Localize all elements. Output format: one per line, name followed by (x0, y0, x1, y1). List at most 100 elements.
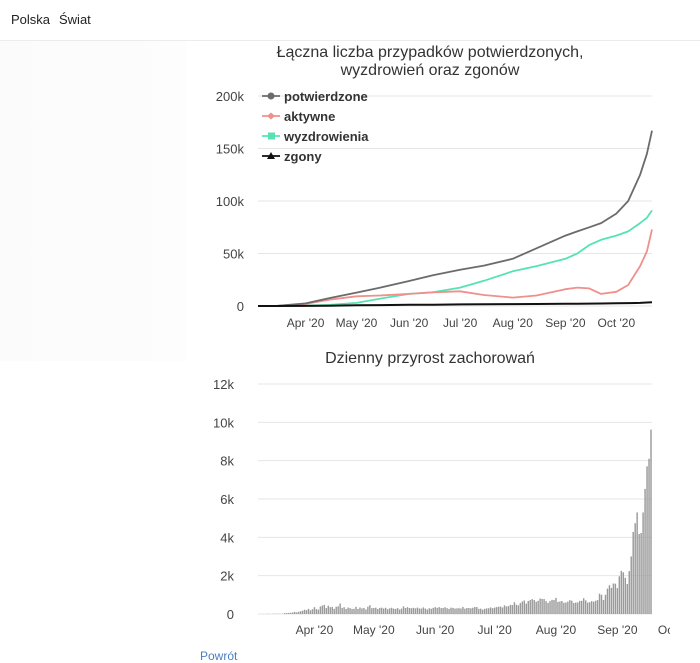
bar (361, 608, 362, 614)
bar (389, 608, 390, 614)
bar (345, 609, 346, 614)
bar (472, 608, 473, 614)
bar (619, 576, 620, 614)
bar (308, 609, 309, 614)
bar (522, 602, 523, 615)
bar (403, 606, 404, 614)
chart-title: Dzienny przyrost zachorowań (325, 350, 535, 367)
bar (341, 608, 342, 614)
bar (508, 606, 509, 614)
bar (625, 578, 626, 614)
y-tick-label: 200k (216, 89, 245, 104)
bar (474, 607, 475, 614)
bar (609, 585, 610, 614)
bar (494, 608, 495, 614)
bar (353, 609, 354, 614)
bar (339, 604, 340, 614)
bar (629, 571, 630, 614)
bar (563, 603, 564, 614)
bar (421, 609, 422, 614)
bar (571, 601, 572, 614)
bar (375, 608, 376, 614)
bar (363, 608, 364, 614)
bar (640, 533, 641, 614)
bar (549, 601, 550, 614)
bar (395, 609, 396, 614)
bar (456, 608, 457, 614)
bar (589, 602, 590, 614)
bar (615, 584, 616, 614)
bar (330, 607, 331, 614)
y-tick-label: 0 (237, 299, 244, 314)
bar (502, 607, 503, 614)
x-tick-label: Jun '20 (390, 316, 429, 330)
bar (498, 607, 499, 614)
y-tick-label: 10k (213, 415, 234, 430)
bar (427, 610, 428, 615)
tab-swiat[interactable]: Świat (59, 12, 91, 27)
bar (466, 608, 467, 614)
x-tick-label: Jul '20 (443, 316, 478, 330)
bar (603, 600, 604, 614)
bar (413, 608, 414, 614)
bar (310, 610, 311, 614)
back-link[interactable]: Powrót (200, 649, 237, 663)
bar (488, 608, 489, 614)
bar (318, 610, 319, 614)
x-tick-label: Aug '20 (493, 316, 534, 330)
bar (597, 600, 598, 614)
bar (288, 613, 289, 614)
y-tick-label: 100k (216, 194, 245, 209)
bar (433, 608, 434, 614)
bar (337, 606, 338, 614)
bar (482, 610, 483, 614)
bar (292, 612, 293, 614)
tab-polska[interactable]: Polska (11, 12, 50, 27)
bar (462, 607, 463, 614)
bar (486, 608, 487, 614)
daily-increase-chart: Dzienny przyrost zachorowań02k4k6k8k10k1… (190, 342, 670, 642)
bar (387, 609, 388, 614)
bar (541, 599, 542, 614)
bar (343, 607, 344, 614)
bar (312, 609, 313, 614)
bar (320, 606, 321, 614)
bar (644, 489, 645, 614)
bar (440, 608, 441, 614)
bar (530, 600, 531, 614)
x-tick-label: Oct '20 (658, 623, 670, 637)
y-tick-label: 8k (220, 454, 234, 469)
bar (573, 603, 574, 614)
x-tick-label: Sep '20 (545, 316, 586, 330)
bar (328, 606, 329, 614)
bar (514, 602, 515, 614)
bar (526, 604, 527, 614)
bar (298, 612, 299, 614)
bar (316, 609, 317, 614)
legend-marker-potwierdzone (268, 93, 275, 100)
bar (322, 606, 323, 614)
bar (561, 601, 562, 614)
bar (391, 608, 392, 614)
bar (357, 609, 358, 614)
bar (557, 602, 558, 614)
bar (286, 613, 287, 614)
bar (438, 607, 439, 614)
bar (448, 609, 449, 614)
bar (583, 598, 584, 614)
bar (478, 609, 479, 614)
bar (581, 601, 582, 614)
bar (607, 589, 608, 614)
bar (575, 603, 576, 614)
bar (454, 609, 455, 614)
bar (444, 607, 445, 614)
bar (349, 608, 350, 614)
bar (284, 613, 285, 614)
bar (379, 608, 380, 614)
bar (648, 459, 649, 614)
bar (601, 595, 602, 614)
bar (401, 609, 402, 614)
bar (436, 608, 437, 614)
bar (417, 608, 418, 614)
bar (452, 608, 453, 614)
